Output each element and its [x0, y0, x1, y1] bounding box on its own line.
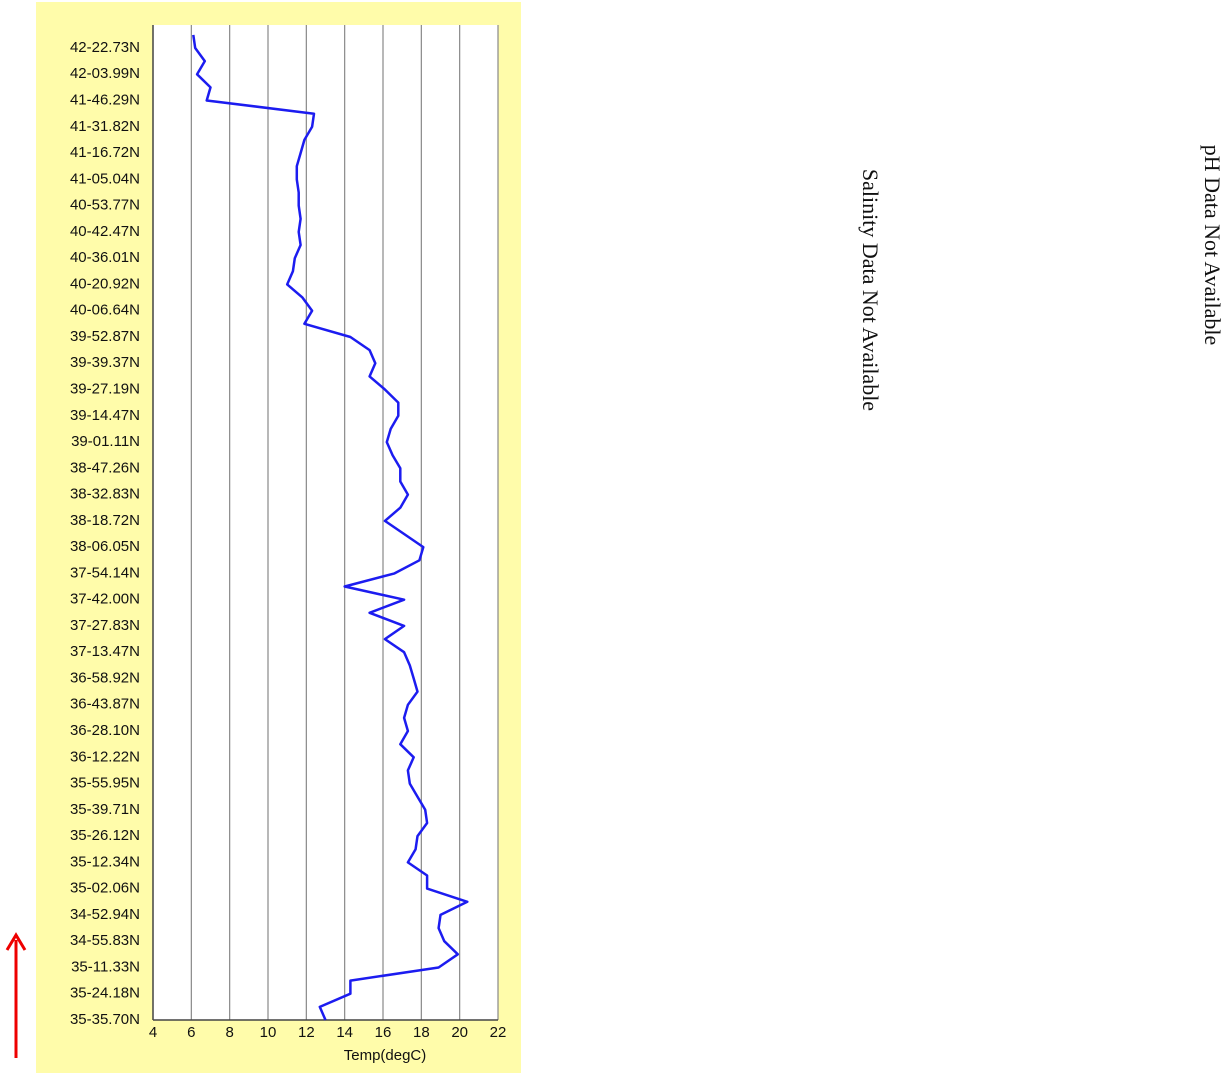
y-tick-label: 36-28.10N: [70, 722, 140, 739]
y-tick-label: 35-26.12N: [70, 827, 140, 844]
x-tick-label: 18: [413, 1024, 430, 1041]
y-tick-label: 41-16.72N: [70, 144, 140, 161]
annotation: Salinity Data Not Available: [858, 169, 883, 411]
y-tick-label: 40-20.92N: [70, 275, 140, 292]
y-tick-label: 41-05.04N: [70, 170, 140, 187]
x-tick-label: 10: [260, 1024, 277, 1041]
y-tick-label: 40-42.47N: [70, 223, 140, 240]
x-axis-label: Temp(degC): [344, 1047, 427, 1064]
y-tick-label: 36-12.22N: [70, 748, 140, 765]
y-tick-label: 42-03.99N: [70, 65, 140, 82]
x-tick-label: 4: [149, 1024, 157, 1041]
y-tick-label: 39-14.47N: [70, 407, 140, 424]
y-tick-label: 39-52.87N: [70, 328, 140, 345]
x-tick-label: 20: [451, 1024, 468, 1041]
temperature-line: [192, 34, 469, 1021]
y-tick-label: 36-58.92N: [70, 669, 140, 686]
y-tick-label: 40-36.01N: [70, 249, 140, 266]
x-tick-label: 8: [225, 1024, 233, 1041]
y-tick-label: 37-27.83N: [70, 617, 140, 634]
y-tick-label: 37-13.47N: [70, 643, 140, 660]
y-tick-label: 38-18.72N: [70, 512, 140, 529]
y-tick-label: 37-54.14N: [70, 564, 140, 581]
x-tick-label: 22: [490, 1024, 507, 1041]
annotation: pH Data Not Available: [1200, 145, 1225, 346]
y-tick-label: 35-11.33N: [71, 958, 140, 975]
direction-arrow-head: [5, 932, 27, 951]
y-tick-label: 41-31.82N: [70, 118, 140, 135]
x-tick-label: 6: [187, 1024, 195, 1041]
y-tick-label: 40-53.77N: [70, 197, 140, 214]
y-tick-label: 35-55.95N: [70, 775, 140, 792]
y-tick-label: 35-02.06N: [70, 880, 140, 897]
y-tick-label: 35-39.71N: [70, 801, 140, 818]
y-tick-label: 38-47.26N: [70, 459, 140, 476]
y-tick-label: 35-12.34N: [70, 853, 140, 870]
y-tick-label: 38-06.05N: [70, 538, 140, 555]
y-tick-label: 35-35.70N: [70, 1011, 140, 1028]
x-tick-label: 16: [375, 1024, 392, 1041]
x-tick-label: 14: [336, 1024, 353, 1041]
y-tick-label: 42-22.73N: [70, 39, 140, 56]
y-tick-label: 39-01.11N: [71, 433, 140, 450]
y-tick-label: 35-24.18N: [70, 985, 140, 1002]
y-tick-label: 34-55.83N: [70, 932, 140, 949]
y-tick-label: 36-43.87N: [70, 696, 140, 713]
y-tick-label: 34-52.94N: [70, 906, 140, 923]
plot-area: [153, 25, 498, 1020]
y-tick-label: 41-46.29N: [70, 92, 140, 109]
x-tick-label: 12: [298, 1024, 315, 1041]
y-tick-label: 39-39.37N: [70, 354, 140, 371]
y-tick-label: 38-32.83N: [70, 486, 140, 503]
y-tick-label: 39-27.19N: [70, 380, 140, 397]
y-tick-label: 40-06.64N: [70, 302, 140, 319]
y-tick-label: 37-42.00N: [70, 591, 140, 608]
